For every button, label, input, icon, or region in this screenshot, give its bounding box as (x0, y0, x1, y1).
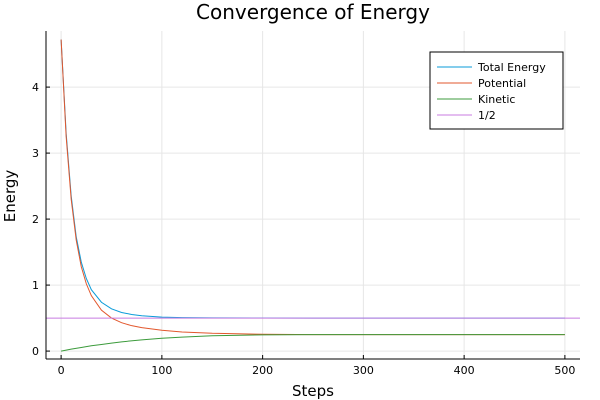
x-axis-label: Steps (292, 382, 334, 400)
x-tick-label-4: 400 (454, 364, 475, 377)
x-tick-label-0: 0 (58, 364, 65, 377)
y-tick-label-1: 1 (32, 279, 39, 292)
y-tick-label-3: 3 (32, 147, 39, 160)
y-tick-label-4: 4 (32, 81, 39, 94)
x-tick-label-5: 500 (554, 364, 575, 377)
x-tick-label-1: 100 (151, 364, 172, 377)
y-tick-label-2: 2 (32, 213, 39, 226)
legend-label-0: Total Energy (477, 61, 546, 74)
legend: Total Energy Potential Kinetic 1/2 (429, 51, 564, 130)
legend-label-1: Potential (478, 77, 526, 90)
ticks: 0 100 200 300 400 500 0 1 2 3 4 (32, 81, 575, 377)
legend-box (429, 51, 564, 130)
x-tick-label-3: 300 (353, 364, 374, 377)
y-tick-label-0: 0 (32, 345, 39, 358)
chart-title: Convergence of Energy (196, 0, 430, 24)
series-line-2 (61, 334, 565, 352)
x-tick-label-2: 200 (252, 364, 273, 377)
y-axis-label: Energy (1, 170, 19, 223)
series-lines (46, 39, 580, 352)
legend-label-2: Kinetic (478, 93, 515, 106)
legend-label-3: 1/2 (478, 109, 496, 122)
